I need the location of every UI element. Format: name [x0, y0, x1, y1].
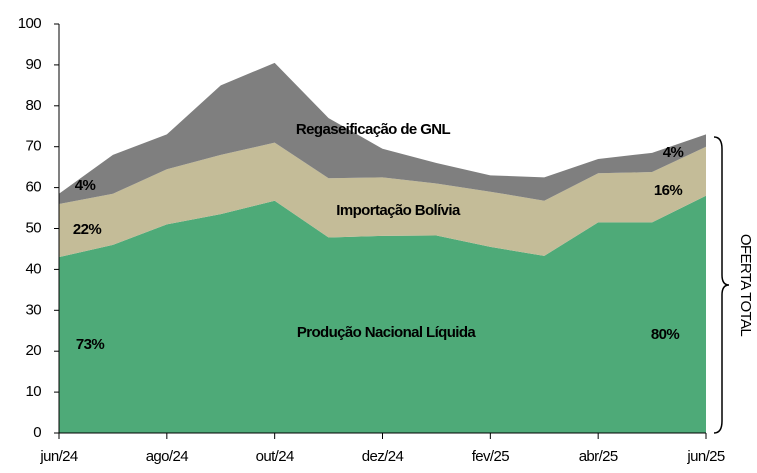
- y-tick-label: 50: [26, 219, 42, 236]
- y-tick-label: 10: [26, 383, 42, 400]
- x-tick-label: ago/24: [146, 448, 189, 465]
- x-tick-label: dez/24: [362, 448, 404, 465]
- bracket-label: OFERTA TOTAL: [737, 234, 754, 337]
- y-tick-label: 0: [33, 424, 41, 441]
- bracket: [713, 136, 730, 434]
- share-label: 22%: [73, 221, 101, 238]
- share-label: 80%: [651, 326, 679, 343]
- y-tick-label: 20: [26, 342, 42, 359]
- x-tick-label: abr/25: [579, 448, 618, 465]
- area: [59, 142, 706, 258]
- x-tick-label: out/24: [256, 448, 294, 465]
- x-tick-label: jun/25: [686, 448, 725, 465]
- y-tick-label: 100: [18, 15, 41, 32]
- y-tick-label: 60: [26, 179, 42, 196]
- area: [59, 195, 706, 433]
- series-label: Regaseificação de GNL: [296, 121, 451, 138]
- y-tick-label: 90: [26, 56, 42, 73]
- y-tick-label: 80: [26, 97, 42, 114]
- y-tick-label: 30: [26, 301, 42, 318]
- series-label: Produção Nacional Líquida: [297, 324, 477, 341]
- y-tick-label: 70: [26, 138, 42, 155]
- share-label: 4%: [663, 144, 684, 161]
- share-label: 4%: [75, 177, 96, 194]
- share-label: 73%: [76, 336, 104, 353]
- share-label: 16%: [654, 182, 682, 199]
- x-tick-label: fev/25: [472, 448, 510, 465]
- y-tick-label: 40: [26, 260, 42, 277]
- series-label: Importação Bolívia: [336, 202, 461, 219]
- area: [59, 62, 706, 204]
- x-tick-label: jun/24: [39, 448, 78, 465]
